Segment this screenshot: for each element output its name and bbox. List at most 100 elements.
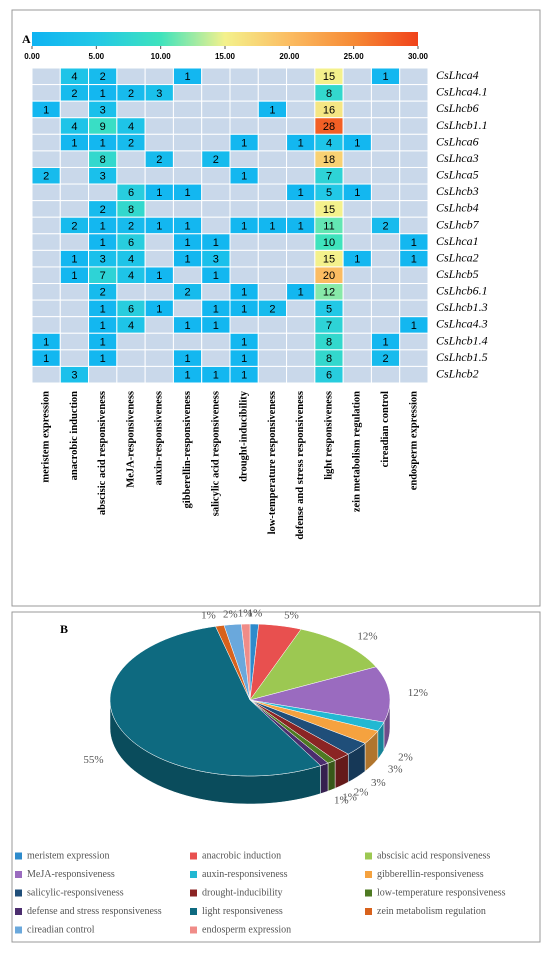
heatmap-cell [229, 84, 259, 102]
heatmap-cell [116, 67, 146, 86]
cell-value: 1 [71, 138, 77, 150]
row-label: CsLhca5 [436, 168, 479, 182]
column-label: MeJA-responsiveness [125, 391, 136, 488]
heatmap-cell [116, 349, 146, 367]
heatmap-cell [31, 365, 61, 384]
heatmap-cell [399, 332, 429, 351]
heatmap-cell [59, 100, 90, 119]
legend-label: light responsiveness [202, 906, 283, 917]
pie-value-label: 2% [354, 786, 369, 798]
cell-value: 1 [354, 187, 360, 199]
heatmap-cell [116, 283, 146, 301]
heatmap-cell [172, 150, 203, 168]
heatmap-cell [257, 166, 288, 185]
heatmap-cell [59, 316, 90, 334]
row-label: CsLhcb6 [436, 101, 479, 115]
pie-value-label: 1% [248, 608, 263, 620]
heatmap-cell [144, 133, 174, 152]
heatmap-cell [286, 100, 316, 119]
pie-value-label: 2% [398, 752, 413, 764]
heatmap-cell [229, 67, 259, 86]
heatmap-cell [342, 200, 372, 218]
legend-swatch [15, 926, 22, 934]
heatmap-cell [370, 84, 401, 102]
cell-value: 3 [100, 254, 106, 266]
row-label: CsLhcb4 [436, 201, 479, 215]
cell-value: 15 [323, 204, 335, 216]
cell-value: 2 [383, 220, 389, 232]
cell-value: 2 [71, 88, 77, 100]
heatmap-cell [59, 283, 90, 301]
heatmap-cell [257, 283, 288, 301]
heatmap-cell [201, 349, 231, 367]
cell-value: 1 [411, 254, 417, 266]
cell-value: 1 [185, 320, 191, 332]
cell-value: 1 [156, 220, 162, 232]
heatmap-cell [342, 266, 372, 285]
panel-b-border [11, 611, 541, 943]
heatmap-cell [201, 67, 231, 86]
row-label: CsLhcb6.1 [436, 284, 488, 298]
heatmap-cell [399, 150, 429, 168]
pie-value-label: 5% [284, 610, 299, 622]
heatmap-cell [370, 316, 401, 334]
pie-side [320, 762, 329, 794]
legend-swatch [365, 889, 372, 897]
row-label: CsLhcb7 [436, 217, 480, 231]
column-label: meristem expression [41, 391, 52, 483]
cell-value: 1 [241, 303, 247, 315]
cell-value: 1 [241, 336, 247, 348]
cell-value: 1 [185, 370, 191, 382]
cell-value: 1 [411, 320, 417, 332]
heatmap-cell [144, 100, 174, 119]
heatmap-cell [31, 283, 61, 301]
heatmap-cell [229, 266, 259, 285]
cell-value: 5 [326, 303, 332, 315]
pie-value-label: 12% [357, 630, 377, 642]
heatmap-cell [201, 216, 231, 235]
heatmap-cell [201, 117, 231, 135]
heatmap-cell [172, 84, 203, 102]
cell-value: 1 [100, 220, 106, 232]
heatmap-cell [88, 365, 118, 384]
cell-value: 1 [213, 237, 219, 249]
heatmap-cell [286, 233, 316, 251]
cell-value: 4 [71, 121, 77, 133]
cell-value: 6 [128, 303, 134, 315]
heatmap-cell [31, 67, 61, 86]
heatmap-cell [399, 133, 429, 152]
heatmap-cell [399, 283, 429, 301]
heatmap-cell [172, 200, 203, 218]
heatmap-cell [257, 117, 288, 135]
legend-swatch [15, 889, 22, 897]
heatmap-cell [59, 332, 90, 351]
row-label: CsLhca1 [436, 234, 479, 248]
heatmap-cell [370, 166, 401, 185]
pie-side [327, 759, 336, 792]
heatmap-cell [59, 183, 90, 202]
pie-value-label: 3% [388, 764, 403, 776]
cell-value: 15 [323, 254, 335, 266]
legend-label: auxin-responsiveness [202, 869, 288, 880]
heatmap-cell [399, 183, 429, 202]
legend-swatch [15, 852, 22, 860]
pie-value-label: 1% [334, 794, 349, 806]
heatmap-cell [257, 349, 288, 367]
heatmap-cell [144, 233, 174, 251]
cell-value: 1 [269, 220, 275, 232]
cell-value: 2 [128, 88, 134, 100]
pie-value-label: 3% [371, 777, 386, 789]
heatmap-cell [399, 100, 429, 119]
pie-value-label: 1% [201, 610, 216, 622]
heatmap-cell [257, 316, 288, 334]
row-label: CsLhcb1.1 [436, 118, 488, 132]
heatmap-cell [257, 183, 288, 202]
heatmap-cell [172, 266, 203, 285]
cell-value: 3 [213, 254, 219, 266]
heatmap-cell [31, 233, 61, 251]
heatmap-cell [116, 100, 146, 119]
legend-label: abscisic acid responsiveness [377, 850, 490, 861]
heatmap-cell [144, 349, 174, 367]
cell-value: 2 [128, 220, 134, 232]
heatmap-cell [257, 150, 288, 168]
